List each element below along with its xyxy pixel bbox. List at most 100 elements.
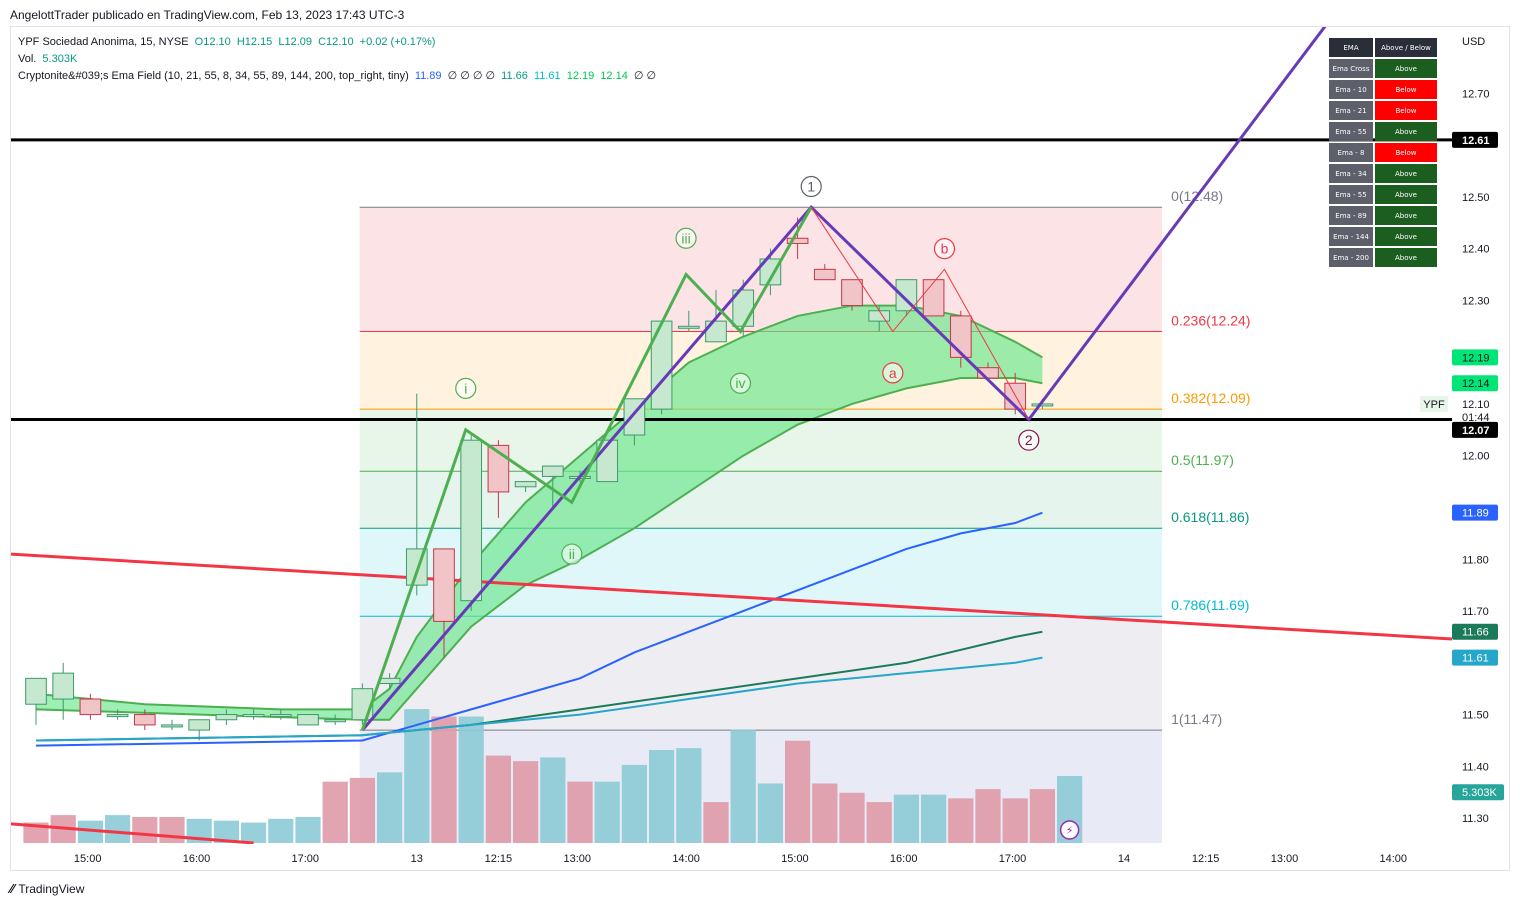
chart-frame xyxy=(10,26,1510,871)
green-wave-label: iv xyxy=(735,375,745,391)
x-tick-label: 14:00 xyxy=(672,853,700,865)
volume-bar xyxy=(295,816,321,843)
ema-row-status: Above xyxy=(1375,206,1437,225)
x-tick-label: 14:00 xyxy=(1380,853,1408,865)
legend-symbol-row: YPF Sociedad Anonima, 15, NYSE O12.10 H1… xyxy=(18,36,438,48)
legend-symbol[interactable]: YPF Sociedad Anonima, 15, NYSE xyxy=(18,36,189,48)
ema-row-name: Ema - 55 xyxy=(1329,185,1373,204)
y-tick-label: 11.50 xyxy=(1462,710,1489,722)
ema-row-status: Below xyxy=(1375,80,1437,99)
candle-body xyxy=(215,714,238,721)
volume-bar xyxy=(458,716,484,843)
green-wave-label-circle xyxy=(729,372,752,394)
candle-body xyxy=(106,714,129,718)
ema-row-status: Above xyxy=(1375,164,1437,183)
price-badge-bg xyxy=(1452,375,1498,392)
legend-indicator-row: Cryptonite&#039;s Ema Field (10, 21, 55,… xyxy=(18,69,659,82)
price-badge-bg xyxy=(1452,349,1498,366)
price-badge: 01:44 xyxy=(1462,412,1490,424)
legend-vol-label[interactable]: Vol. xyxy=(18,53,37,65)
candle-body xyxy=(351,688,374,721)
price-badge-bg xyxy=(1452,623,1498,640)
y-tick-label: 12.40 xyxy=(1462,244,1490,256)
candle-body xyxy=(25,677,47,705)
red-wave-label: a xyxy=(889,365,897,381)
legend-ind-v1: 11.89 xyxy=(414,70,442,82)
ema-table-row: Ema - 200 Above xyxy=(1329,248,1437,267)
price-badge: 12.14 xyxy=(1462,378,1490,390)
price-badge-bg xyxy=(1452,408,1498,425)
red-corrective-wave xyxy=(810,206,1030,420)
price-badge: 12.07 xyxy=(1462,425,1490,437)
volume-bar xyxy=(567,781,593,843)
price-badge-bg xyxy=(1452,421,1498,438)
symbol-tag: YPF xyxy=(1423,399,1445,411)
x-tick-label: 15:00 xyxy=(781,853,809,865)
x-tick-label: 15:00 xyxy=(74,853,102,865)
candle-body xyxy=(133,714,156,726)
candle-body xyxy=(705,320,727,343)
fib-level-label: 0.786(11.69) xyxy=(1171,597,1249,613)
lightning-glyph: ⚡ xyxy=(1066,825,1074,837)
legend-high: H12.15 xyxy=(236,36,273,48)
tradingview-logo-icon[interactable]: ⁄⁄ xyxy=(10,881,15,896)
volume-bar xyxy=(322,781,348,843)
volume-bar xyxy=(812,783,838,843)
ema-row-name: Ema - 144 xyxy=(1329,227,1373,246)
red-wave-label-circle xyxy=(933,238,956,260)
price-badge-bg xyxy=(1452,784,1504,801)
ema-header-name: EMA xyxy=(1329,38,1373,57)
volume-bar xyxy=(594,781,620,843)
x-tick-label: 16:00 xyxy=(183,853,211,865)
fib-level-label: 0.382(12.09) xyxy=(1171,390,1250,406)
candle-body xyxy=(813,268,836,281)
ema-row-status: Above xyxy=(1375,248,1437,267)
symbol-tag-bg xyxy=(1420,395,1448,412)
volume-bar xyxy=(649,750,675,843)
ema-row-name: Ema - 10 xyxy=(1329,80,1373,99)
candle-body xyxy=(677,325,700,329)
legend-open: O12.10 xyxy=(194,36,231,48)
x-tick-label: 17:00 xyxy=(292,853,320,865)
ema-row-status: Above xyxy=(1375,59,1437,78)
y-tick-label: 12.70 xyxy=(1462,88,1490,100)
ema-row-status: Below xyxy=(1375,101,1437,120)
price-badge: 11.66 xyxy=(1462,627,1489,639)
price-badge-bg xyxy=(1452,504,1498,521)
legend-ind-v4: 12.19 xyxy=(566,70,595,82)
candle-body xyxy=(242,714,265,718)
y-tick-label: 11.40 xyxy=(1462,761,1489,773)
legend-indicator[interactable]: Cryptonite&#039;s Ema Field (10, 21, 55,… xyxy=(18,70,409,82)
green-wave-label-circle xyxy=(455,377,477,400)
green-wave-label-circle xyxy=(675,227,697,249)
ema-row-name: Ema Cross xyxy=(1329,59,1373,78)
primary-wave-label-circle xyxy=(800,175,822,198)
candle-body xyxy=(433,548,455,622)
candle-body xyxy=(161,724,183,728)
green-wave-label: i xyxy=(464,380,467,396)
ema-table-row: Ema - 21 Below xyxy=(1329,101,1437,120)
footer-brand[interactable]: TradingView xyxy=(18,881,85,896)
ema-table-row: Ema - 144 Above xyxy=(1329,227,1437,246)
plot-area: 0(12.48)0.236(12.24)0.382(12.09)0.5(11.9… xyxy=(11,27,1452,844)
x-tick-label: 12:15 xyxy=(485,853,513,865)
red-trendline xyxy=(11,552,1452,641)
ema-line xyxy=(35,656,1043,742)
y-tick-label: 12.50 xyxy=(1462,192,1490,204)
green-impulse-wave xyxy=(360,206,813,731)
candle-body xyxy=(460,439,483,602)
ema-row-name: Ema - 21 xyxy=(1329,101,1373,120)
lightning-icon xyxy=(1059,820,1080,840)
ema-table-row: Ema - 89 Above xyxy=(1329,206,1437,225)
volume-bar xyxy=(377,772,403,843)
volume-bar xyxy=(268,818,294,843)
candle-body xyxy=(269,714,292,718)
candle-body xyxy=(922,279,945,317)
footer: ⁄⁄ TradingView xyxy=(10,881,84,896)
volume-bar xyxy=(431,716,457,843)
ema-ribbon-fill xyxy=(36,305,1043,720)
ema-table-row: Ema - 10 Below xyxy=(1329,80,1437,99)
x-tick-label: 12:15 xyxy=(1192,853,1220,865)
price-badge: 5.303K xyxy=(1462,787,1498,799)
